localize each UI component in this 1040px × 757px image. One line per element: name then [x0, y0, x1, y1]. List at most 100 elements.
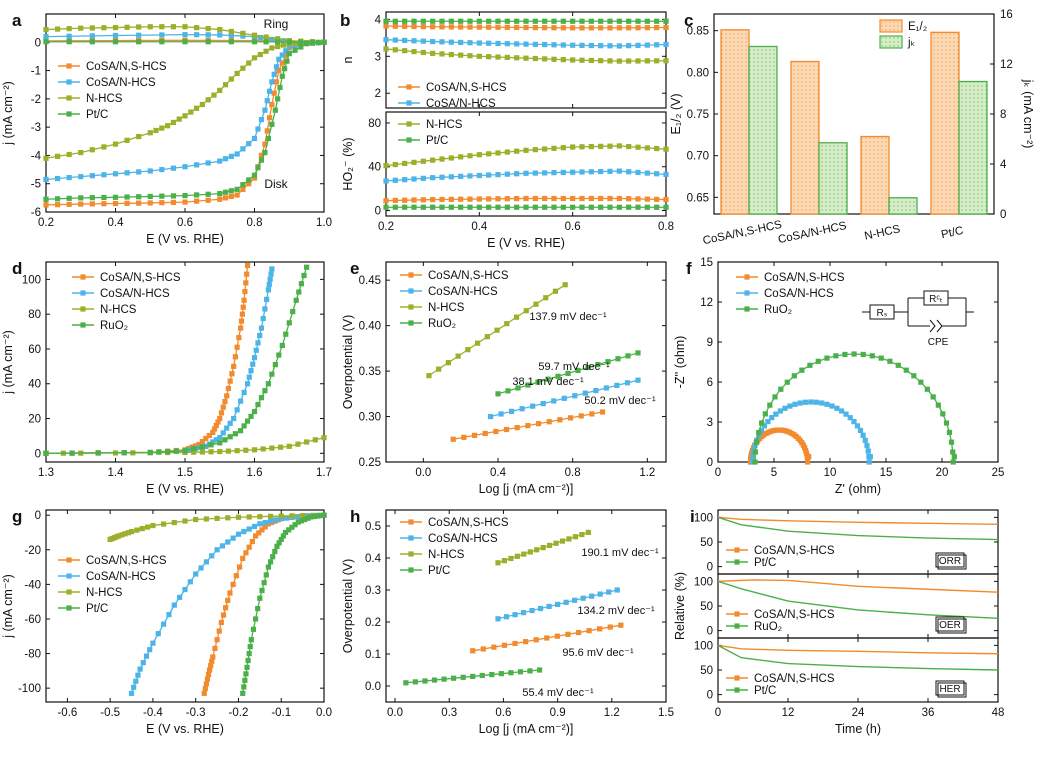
data-point [802, 399, 809, 405]
data-point [476, 196, 482, 202]
data-point [283, 52, 289, 59]
data-point [545, 376, 551, 382]
legend-label: N-HCS [86, 587, 123, 599]
x-tick-label: 20 [936, 467, 949, 479]
data-point [89, 147, 95, 153]
data-point [458, 173, 464, 179]
data-point [265, 135, 271, 142]
data-point [392, 18, 398, 24]
data-point [495, 391, 501, 397]
y-axis-label: -Z'' (ohm) [673, 336, 687, 389]
y-tick-label: 20 [28, 414, 41, 426]
data-point [778, 386, 784, 392]
data-point [66, 174, 72, 181]
data-point [222, 189, 229, 195]
data-point [78, 174, 84, 180]
data-point [458, 39, 464, 46]
data-point [495, 560, 501, 566]
data-point [514, 24, 520, 31]
data-point [165, 448, 171, 455]
data-point [66, 151, 72, 158]
x-tick-label: 0.4 [490, 467, 507, 479]
data-point [187, 579, 193, 585]
data-point [439, 196, 445, 203]
data-point [616, 143, 622, 149]
data-point [259, 587, 265, 594]
data-point [799, 367, 805, 373]
data-point [244, 418, 251, 424]
y-tick-label: 0.5 [365, 521, 381, 533]
y-axis-label: j (mA cm⁻²) [1, 574, 15, 639]
data-point [532, 195, 538, 202]
data-point [209, 553, 215, 559]
data-point [663, 18, 669, 24]
data-point [258, 395, 265, 401]
data-point [54, 196, 61, 202]
data-point [262, 519, 268, 526]
data-point [282, 66, 288, 72]
data-point [159, 125, 165, 131]
data-point [843, 411, 849, 417]
data-point [635, 350, 641, 356]
data-point [255, 126, 261, 132]
legend-label: CoSA/N-HCS [100, 288, 170, 300]
data-point [588, 42, 594, 49]
data-point [551, 170, 557, 176]
data-point [644, 196, 650, 202]
data-point [217, 415, 223, 422]
data-point [467, 204, 473, 210]
data-point [134, 527, 140, 533]
data-point [551, 145, 557, 151]
equivalent-circuit: Rₛ Rᶜₜ CPE [862, 290, 974, 348]
y-tick-label: 100 [694, 512, 713, 524]
y-axis-label-right: jₖ (mA cm⁻²) [1021, 79, 1035, 149]
y-tick-label: 0.65 [687, 192, 709, 204]
data-point [170, 165, 177, 171]
y-tick-label: 80 [368, 118, 381, 130]
data-point [759, 420, 765, 426]
series-line [45, 33, 325, 43]
data-point [420, 158, 426, 164]
data-point [208, 449, 214, 455]
data-point [66, 111, 72, 117]
panel-a: a 0.2 0.4 0.6 0.8 1.0 -6 -5 -4 -3 -2 -1 0 E (V vs. RH… [1, 11, 332, 246]
data-point [220, 612, 227, 618]
data-point [792, 401, 798, 407]
data-point [616, 58, 622, 64]
data-point [903, 367, 909, 373]
data-point [833, 353, 839, 359]
data-point [286, 43, 292, 50]
data-point [304, 264, 310, 270]
data-point [523, 24, 529, 31]
data-point [654, 18, 660, 24]
data-point [599, 409, 606, 415]
data-point [575, 367, 581, 374]
data-point [240, 690, 246, 696]
data-point [66, 63, 72, 69]
data-point [476, 152, 482, 158]
data-point [551, 398, 557, 404]
y-tick-label: 0 [707, 457, 713, 469]
data-point [533, 301, 539, 307]
data-point [171, 519, 177, 526]
data-point [851, 418, 857, 425]
plot-frame [385, 509, 667, 703]
data-point [570, 169, 576, 175]
data-point [246, 374, 252, 380]
data-point [527, 549, 533, 555]
data-point [635, 25, 641, 31]
data-point [411, 204, 417, 210]
data-point [251, 55, 258, 61]
data-point [532, 170, 538, 176]
series-line [46, 41, 325, 43]
category-label: CoSA/N,S-HCS [702, 219, 784, 248]
data-point [626, 196, 632, 202]
data-point [467, 24, 473, 30]
data-point [170, 119, 177, 126]
data-point [570, 25, 576, 31]
data-point [663, 24, 669, 31]
panel-letter: i [690, 507, 695, 526]
data-point [523, 147, 529, 153]
y-axis-label: j (mA cm⁻²) [1, 81, 15, 146]
